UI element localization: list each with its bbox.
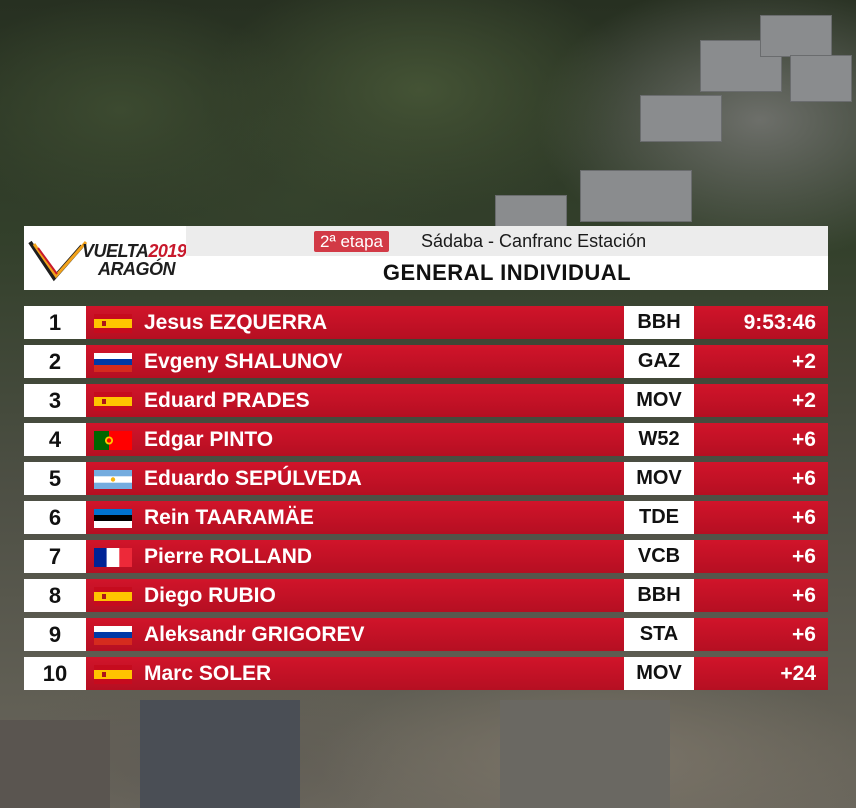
rider-name: Edgar PINTO [144, 428, 274, 451]
time-gap: +6 [694, 618, 828, 651]
france-flag-icon [94, 548, 132, 567]
time-gap: +2 [694, 345, 828, 378]
rider-cell: Evgeny SHALUNOV [86, 345, 624, 378]
rider-cell: Edgar PINTO [86, 423, 624, 456]
position-number: 10 [24, 657, 86, 690]
team-code: TDE [624, 501, 694, 534]
position-number: 3 [24, 384, 86, 417]
team-code: GAZ [624, 345, 694, 378]
building [495, 195, 567, 227]
time-gap: +24 [694, 657, 828, 690]
rider-cell: Diego RUBIO [86, 579, 624, 612]
stage-badge: 2ª etapa [314, 231, 390, 252]
rider-cell: Eduard PRADES [86, 384, 624, 417]
team-code: MOV [624, 384, 694, 417]
estonia-flag-icon [94, 509, 132, 528]
rider-name: Evgeny SHALUNOV [144, 350, 343, 373]
spain-flag-icon [94, 392, 132, 411]
team-code: BBH [624, 579, 694, 612]
position-number: 8 [24, 579, 86, 612]
rider-name: Rein TAARAMÄE [144, 506, 314, 529]
station-roof [0, 720, 110, 808]
rider-name: Eduardo SEPÚLVEDA [144, 467, 362, 490]
spain-flag-icon [94, 314, 132, 333]
building [640, 95, 722, 142]
building [580, 170, 692, 222]
station-roof [500, 700, 670, 808]
rider-name: Diego RUBIO [144, 584, 276, 607]
position-number: 1 [24, 306, 86, 339]
position-number: 7 [24, 540, 86, 573]
standings-row: 2 Evgeny SHALUNOV GAZ +2 [24, 345, 828, 378]
classification-title: GENERAL INDIVIDUAL [382, 260, 632, 285]
standings-row: 1 Jesus EZQUERRA BBH 9:53:46 [24, 306, 828, 339]
logo-swoosh-icon [28, 240, 88, 282]
spain-flag-icon [94, 587, 132, 606]
rider-name: Jesus EZQUERRA [144, 311, 328, 334]
vuelta-aragon-logo: VUELTA2019 ARAGÓN [24, 226, 187, 290]
standings-row: 9 Aleksandr GRIGOREV STA +6 [24, 618, 828, 651]
team-code: MOV [624, 462, 694, 495]
stage-info-bar: 2ª etapa Sádaba - Canfranc Estación [186, 226, 828, 256]
rider-cell: Eduardo SEPÚLVEDA [86, 462, 624, 495]
rider-cell: Pierre ROLLAND [86, 540, 624, 573]
time-gap: +6 [694, 423, 828, 456]
logo-text-aragon: ARAGÓN [98, 259, 176, 279]
portugal-flag-icon [94, 431, 132, 450]
stage-route: Sádaba - Canfranc Estación [421, 231, 647, 251]
russia-flag-icon [94, 626, 132, 645]
standings-row: 5 Eduardo SEPÚLVEDA MOV +6 [24, 462, 828, 495]
position-number: 6 [24, 501, 86, 534]
rider-name: Aleksandr GRIGOREV [144, 623, 365, 646]
rider-cell: Rein TAARAMÄE [86, 501, 624, 534]
standings-row: 7 Pierre ROLLAND VCB +6 [24, 540, 828, 573]
russia-flag-icon [94, 353, 132, 372]
logo-text-vuelta: VUELTA2019 [82, 241, 187, 261]
building [760, 15, 832, 57]
argentina-flag-icon [94, 470, 132, 489]
position-number: 5 [24, 462, 86, 495]
classification-header: VUELTA2019 ARAGÓN 2ª etapa Sádaba - Canf… [24, 226, 828, 290]
team-code: W52 [624, 423, 694, 456]
time-gap: +6 [694, 462, 828, 495]
team-code: MOV [624, 657, 694, 690]
time-gap: +6 [694, 501, 828, 534]
rider-name: Pierre ROLLAND [144, 545, 313, 568]
time-gap: +6 [694, 579, 828, 612]
rider-cell: Aleksandr GRIGOREV [86, 618, 624, 651]
station-roof [140, 700, 300, 808]
standings-row: 8 Diego RUBIO BBH +6 [24, 579, 828, 612]
standings-row: 6 Rein TAARAMÄE TDE +6 [24, 501, 828, 534]
position-number: 9 [24, 618, 86, 651]
time-gap: 9:53:46 [694, 306, 828, 339]
time-gap: +2 [694, 384, 828, 417]
time-gap: +6 [694, 540, 828, 573]
standings-row: 4 Edgar PINTO W52 +6 [24, 423, 828, 456]
team-code: BBH [624, 306, 694, 339]
spain-flag-icon [94, 665, 132, 684]
rider-cell: Jesus EZQUERRA [86, 306, 624, 339]
position-number: 4 [24, 423, 86, 456]
rider-name: Eduard PRADES [144, 389, 310, 412]
rider-name: Marc SOLER [144, 662, 272, 685]
standings-row: 3 Eduard PRADES MOV +2 [24, 384, 828, 417]
team-code: VCB [624, 540, 694, 573]
standings-row: 10 Marc SOLER MOV +24 [24, 657, 828, 690]
position-number: 2 [24, 345, 86, 378]
building [790, 55, 852, 102]
rider-cell: Marc SOLER [86, 657, 624, 690]
team-code: STA [624, 618, 694, 651]
